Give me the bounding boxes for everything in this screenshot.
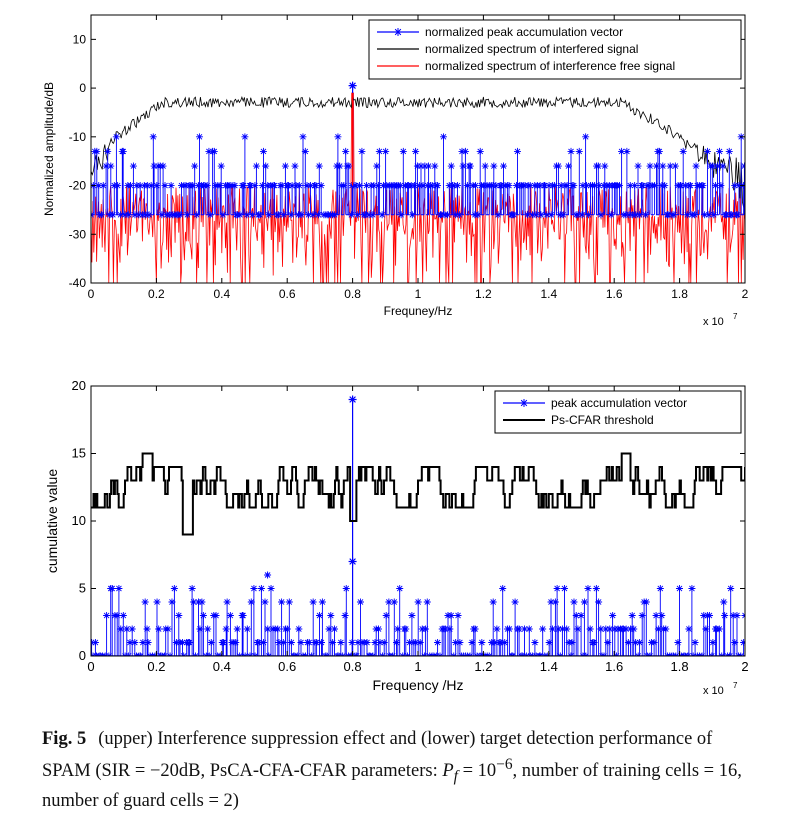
y-tick-label: 0 — [79, 81, 86, 95]
y-tick-label: 15 — [72, 446, 86, 461]
plot-area — [91, 395, 745, 656]
legend-entry: normalized peak accumulation vector — [425, 25, 623, 39]
x-tick-label: 2 — [742, 287, 749, 301]
x-tick-label: 1.2 — [475, 287, 492, 301]
x-tick-label: 0.4 — [213, 659, 231, 674]
x-tick-label: 2 — [741, 659, 748, 674]
caption-text-part2: , number of training cells = 16, number … — [42, 761, 742, 811]
legend-box — [494, 390, 742, 434]
x-axis-label: Frequency /Hz — [372, 677, 463, 693]
legend: normalized peak accumulation vector norma… — [368, 19, 742, 80]
x-tick-label: 0.8 — [344, 287, 361, 301]
target-peak-marker — [348, 81, 357, 90]
x-exponent-label: x 10 — [703, 685, 724, 697]
legend-entry: Ps-CFAR threshold — [551, 413, 654, 427]
x-tick-label: 0.6 — [278, 659, 296, 674]
caption-pf-exponent: −6 — [496, 756, 513, 773]
legend-entry: peak accumulation vector — [551, 396, 687, 410]
x-tick-label: 0.4 — [213, 287, 230, 301]
x-tick-label: 0.2 — [148, 287, 165, 301]
y-tick-label: 0 — [79, 648, 86, 663]
x-tick-label: 1.6 — [605, 659, 623, 674]
legend-box — [368, 19, 742, 80]
y-tick-label: 5 — [79, 581, 86, 596]
caption-pf-symbol: P — [442, 761, 454, 782]
y-tick-label: -20 — [69, 179, 87, 193]
x-exponent-label: x 10 — [703, 316, 724, 328]
x-tick-label: 0.6 — [279, 287, 296, 301]
figure: 0 0.2 0.4 0.6 0.8 1 1.2 1.4 1.6 1.8 2 -40 -30 -20 -10 0… — [42, 14, 749, 697]
x-exponent-power: 7 — [733, 681, 738, 690]
x-tick-label: 1.4 — [540, 659, 558, 674]
target-secondary-marker — [348, 557, 357, 566]
target-peak-marker — [348, 395, 357, 404]
x-tick-label: 1.2 — [474, 659, 492, 674]
x-tick-label: 0 — [87, 659, 94, 674]
series-peak-stems — [91, 588, 745, 656]
figure-caption: Fig. 5 (upper) Interference suppression e… — [42, 727, 752, 814]
y-tick-label: -40 — [69, 276, 87, 290]
upper-chart: 0 0.2 0.4 0.6 0.8 1 1.2 1.4 1.6 1.8 2 -40 -30 -20 -10 0… — [42, 14, 749, 328]
x-tick-label: 1.8 — [671, 287, 688, 301]
y-tick-label: 20 — [72, 378, 86, 393]
caption-pf-equals: = 10 — [457, 761, 497, 782]
y-tick-label: -10 — [69, 130, 87, 144]
x-tick-label: 1.4 — [540, 287, 557, 301]
x-tick-label: 1 — [414, 659, 421, 674]
series-interfered — [91, 95, 745, 208]
x-exponent-power: 7 — [733, 312, 738, 321]
y-tick-label: 10 — [72, 513, 86, 528]
y-tick-label: -30 — [69, 227, 87, 241]
x-tick-label: 1.8 — [671, 659, 689, 674]
y-axis-label: Normalized amplitude/dB — [42, 82, 56, 216]
x-tick-label: 0.8 — [344, 659, 362, 674]
series-peak-markers — [91, 585, 745, 656]
x-tick-label: 0.2 — [147, 659, 165, 674]
x-tick-label: 1 — [415, 287, 422, 301]
y-tick-label: 10 — [73, 32, 87, 46]
x-tick-label: 0 — [88, 287, 95, 301]
series-threshold — [91, 452, 745, 536]
lower-chart: 0 0.2 0.4 0.6 0.8 1 1.2 1.4 1.6 1.8 205101520Frequ… — [44, 378, 749, 697]
legend-marker — [394, 28, 402, 36]
caption-pf-subscript: f — [453, 767, 458, 785]
caption-label: Fig. 5 — [42, 729, 87, 749]
caption-text-part1: (upper) Interference suppression effect … — [42, 729, 713, 782]
legend: peak accumulation vector Ps-CFAR threshol… — [494, 390, 742, 434]
outlier-marker — [264, 571, 272, 579]
x-tick-label: 1.6 — [606, 287, 623, 301]
legend-marker — [520, 399, 528, 407]
legend-entry: normalized spectrum of interfered signal — [425, 42, 638, 56]
x-axis-label: Frequney/Hz — [384, 304, 453, 318]
y-axis-label: cumulative value — [44, 469, 60, 573]
legend-entry: normalized spectrum of interference free… — [425, 59, 675, 73]
